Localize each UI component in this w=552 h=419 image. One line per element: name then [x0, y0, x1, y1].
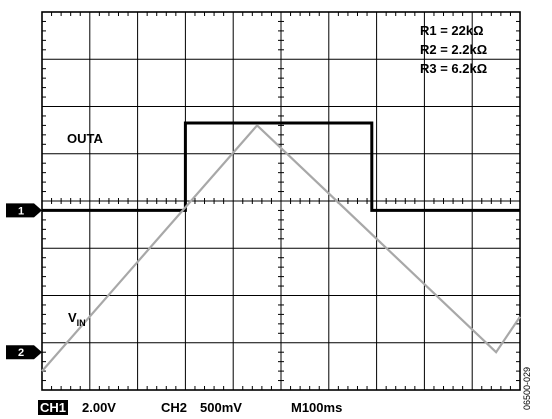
- ch1-label: CH1: [38, 400, 69, 415]
- trace-vin: [41, 123, 521, 372]
- legend-r3: R3 = 6.2kΩ: [420, 61, 487, 76]
- trace-label-vin-subscript: IN: [77, 318, 86, 328]
- graticule: [41, 11, 521, 391]
- channel-2-marker-label: 2: [18, 347, 24, 359]
- scope-settings-footer: CH1 2.00V CH2 500mV M100ms: [38, 400, 538, 418]
- trace-label-vin: VIN: [68, 310, 86, 328]
- ch2-label: CH2: [161, 400, 188, 415]
- channel-1-marker-label: 1: [18, 205, 24, 217]
- legend-r2: R2 = 2.2kΩ: [420, 42, 487, 57]
- channel-2-marker: 2: [6, 345, 42, 360]
- trace-label-vin-main: V: [68, 310, 77, 325]
- traces: [41, 121, 521, 372]
- channel-1-marker: 1: [6, 203, 42, 218]
- legend-r1: R1 = 22kΩ: [420, 23, 484, 38]
- graticule-frame: [41, 11, 521, 391]
- channel-2-marker-arrow: [6, 345, 42, 360]
- figure-id: 06500-029: [522, 366, 532, 410]
- timebase: M100ms: [291, 400, 343, 415]
- channel-1-marker-arrow: [6, 203, 42, 218]
- trace-outa: [42, 121, 520, 212]
- component-legend: R1 = 22kΩ R2 = 2.2kΩ R3 = 6.2kΩ: [420, 23, 487, 76]
- ch2-scale: 500mV: [200, 400, 242, 415]
- ch1-scale: 2.00V: [82, 400, 116, 415]
- trace-label-outa: OUTA: [67, 131, 103, 146]
